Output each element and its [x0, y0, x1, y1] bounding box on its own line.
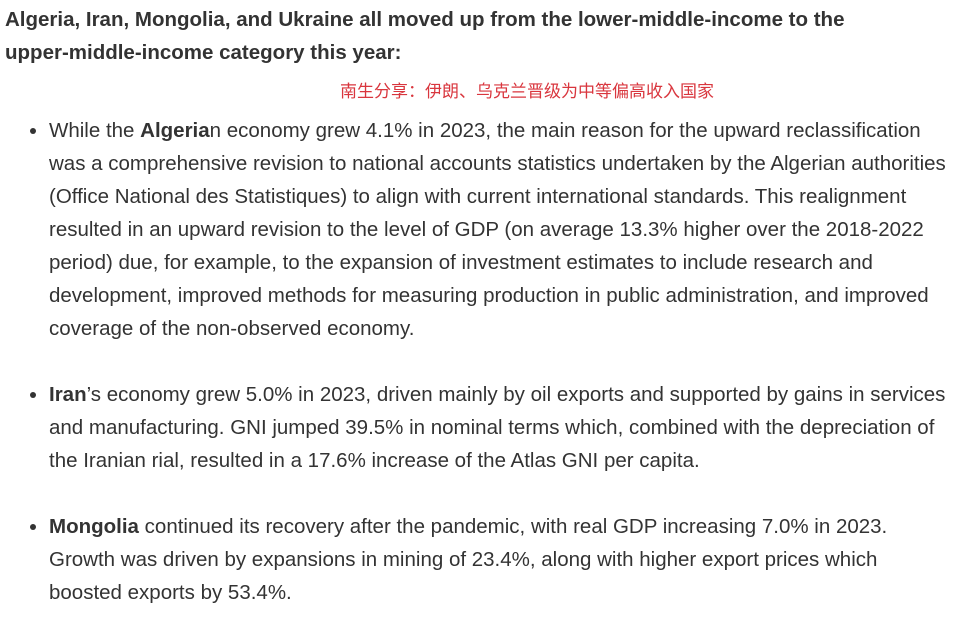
item-bold: Iran	[49, 383, 87, 406]
item-text: While the	[49, 119, 141, 142]
page: Algeria, Iran, Mongolia, and Ukraine all…	[0, 0, 960, 625]
heading: Algeria, Iran, Mongolia, and Ukraine all…	[5, 8, 845, 64]
list-item: Iran’s economy grew 5.0% in 2023, driven…	[49, 378, 951, 477]
item-text: n economy grew 4.1% in 2023, the main re…	[49, 119, 946, 340]
list-item: Mongolia continued its recovery after th…	[49, 510, 951, 609]
item-text: continued its recovery after the pandemi…	[49, 515, 888, 604]
note: 南生分享：伊朗、乌克兰晋级为中等偏高收入国家	[340, 82, 714, 101]
item-list: While the Algerian economy grew 4.1% in …	[0, 114, 951, 642]
list-item: While the Algerian economy grew 4.1% in …	[49, 114, 951, 345]
item-bold: Algeria	[140, 119, 210, 142]
item-bold: Mongolia	[49, 515, 139, 538]
item-text: ’s economy grew 5.0% in 2023, driven mai…	[49, 383, 946, 472]
